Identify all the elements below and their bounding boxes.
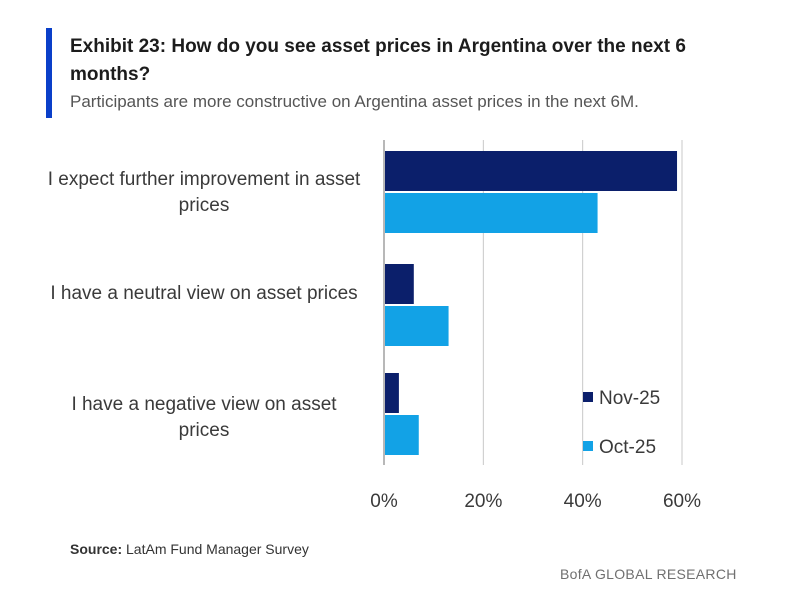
bar-Oct-25-0 [385,193,598,233]
legend-label-Nov-25: Nov-25 [599,388,660,409]
legend: Nov-25 Oct-25 [583,388,660,458]
legend-swatch-Nov-25 [583,392,593,402]
source-note: Source: LatAm Fund Manager Survey [70,541,309,557]
chart-subtitle: Participants are more constructive on Ar… [70,92,639,111]
bar-Nov-25-2 [385,373,399,413]
source-label: Source: [70,541,123,557]
x-tick-label: 20% [464,491,502,512]
x-tick-label: 0% [370,491,398,512]
source-text: LatAm Fund Manager Survey [122,541,309,557]
accent-bar [46,28,52,118]
x-tick-label: 60% [663,491,701,512]
legend-label-Oct-25: Oct-25 [599,437,656,458]
bar-Oct-25-2 [385,415,419,455]
category-label-negative: I have a negative view on asset prices [71,394,337,441]
category-label-neutral: I have a neutral view on asset prices [50,283,358,304]
x-tick-labels: 0% 20% 40% 60% [370,491,701,512]
brand-footer: BofA GLOBAL RESEARCH [560,566,737,582]
bars [385,151,678,455]
x-tick-label: 40% [564,491,602,512]
bar-Oct-25-1 [385,306,449,346]
bar-Nov-25-0 [385,151,678,191]
category-label-improvement: I expect further improvement in asset pr… [47,169,361,216]
bar-Nov-25-1 [385,264,414,304]
chart-title: Exhibit 23: How do you see asset prices … [70,36,686,85]
legend-swatch-Oct-25 [583,441,593,451]
